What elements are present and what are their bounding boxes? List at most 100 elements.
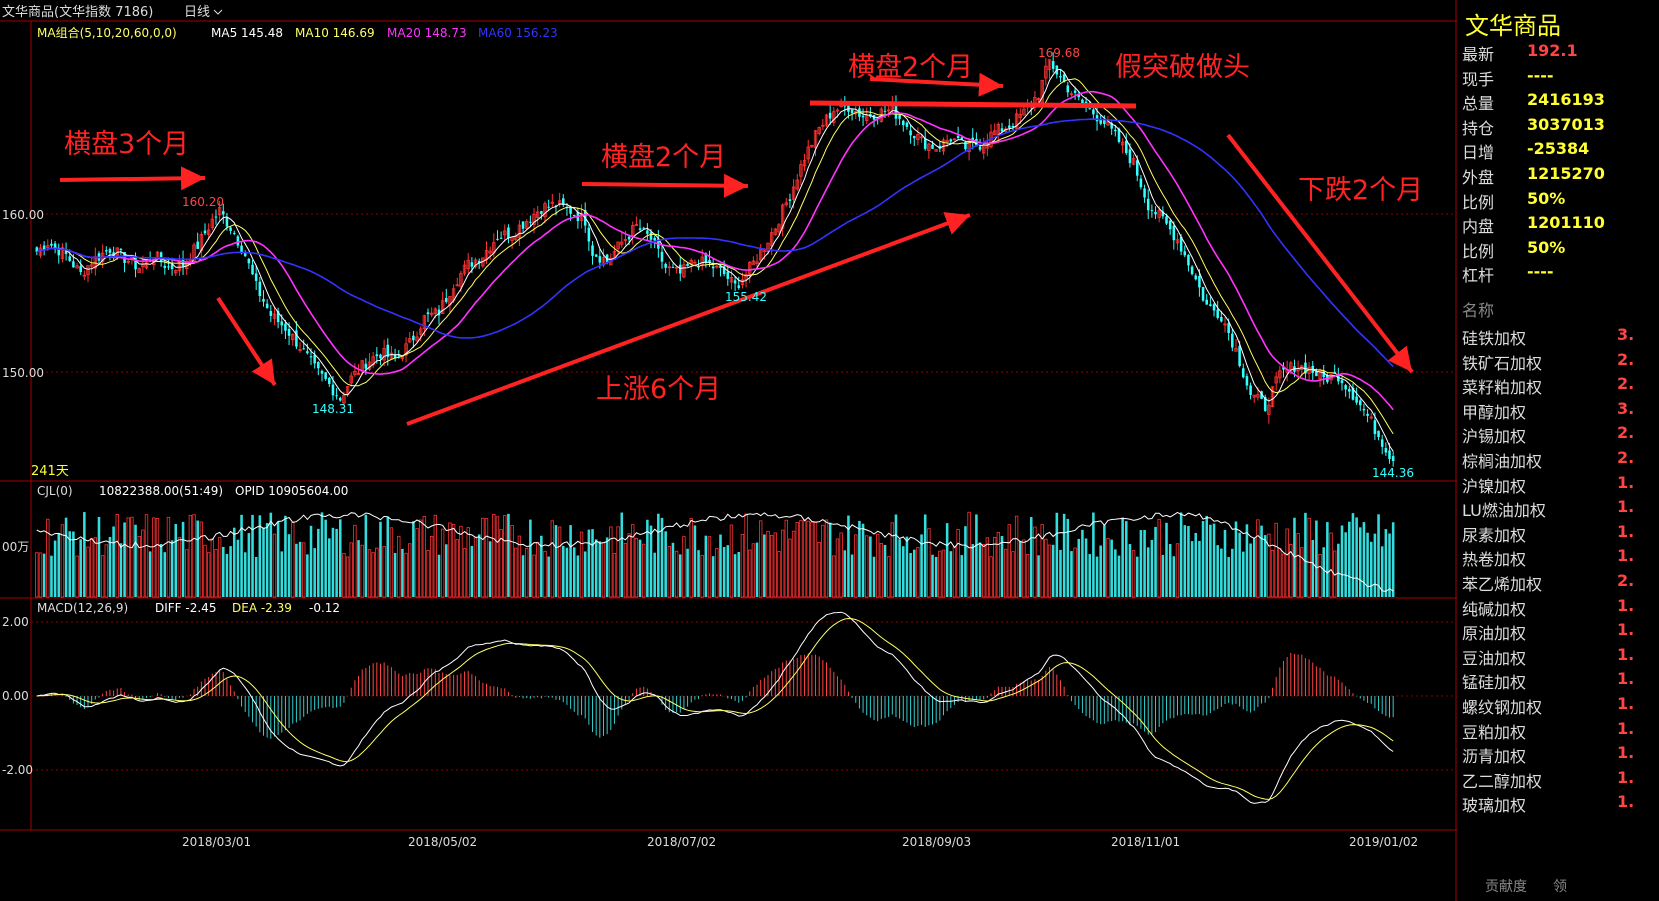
kline-chart[interactable]: 文华商品(文华指数 7186) 日线 MA组合(5,10,20,60,0,0) …	[0, 0, 1457, 901]
volume-bar	[938, 550, 942, 598]
macd-indicator-label[interactable]: MACD(12,26,9)	[37, 601, 128, 615]
contract-row[interactable]: 纯碱加权 1.	[1457, 596, 1659, 620]
candle-body	[236, 236, 240, 246]
ma-group-label[interactable]: MA组合(5,10,20,60,0,0)	[37, 25, 177, 40]
volume-bar	[689, 518, 693, 598]
candle-body	[1209, 304, 1212, 306]
contract-row[interactable]: 菜籽粕加权 2.	[1457, 374, 1659, 398]
volume-bar	[123, 522, 126, 597]
contract-row[interactable]: 螺纹钢加权 1.	[1457, 694, 1659, 718]
volume-bar	[240, 514, 243, 597]
volume-bar	[1095, 556, 1099, 597]
volume-bar	[1117, 555, 1121, 597]
contract-row[interactable]: 豆油加权 1.	[1457, 645, 1659, 669]
quote-value: 3037013	[1527, 114, 1605, 134]
volume-bar	[225, 553, 229, 597]
candle-body	[349, 375, 353, 384]
contract-row[interactable]: 原油加权 1.	[1457, 620, 1659, 644]
volume-bar	[141, 529, 145, 598]
candle-body	[1263, 397, 1267, 411]
contract-row[interactable]: 沪锡加权 2.	[1457, 423, 1659, 447]
volume-bar	[42, 553, 46, 597]
candle-body	[956, 135, 960, 139]
contract-row[interactable]: 锰硅加权 1.	[1457, 669, 1659, 693]
volume-bar	[466, 527, 470, 598]
candle-body	[909, 130, 912, 136]
contract-name: 尿素加权	[1462, 525, 1527, 545]
volume-bar	[1348, 521, 1351, 597]
quote-value: -25384	[1527, 139, 1590, 159]
volume-bar	[320, 512, 324, 597]
volume-bar	[328, 538, 331, 597]
candle-body	[455, 284, 459, 287]
candle-body	[1157, 209, 1161, 218]
contract-row[interactable]: 铁矿石加权 2.	[1457, 350, 1659, 374]
volume-bar	[861, 523, 865, 597]
contract-row[interactable]: 尿素加权 1.	[1457, 522, 1659, 546]
volume-bar	[386, 516, 390, 597]
contract-row[interactable]: 沪镍加权 1.	[1457, 473, 1659, 497]
volume-bar	[905, 536, 909, 597]
volume-bar	[1337, 543, 1340, 597]
candle-body	[992, 130, 997, 136]
contract-row[interactable]: 棕榈油加权 2.	[1457, 448, 1659, 472]
volume-bar	[686, 548, 689, 597]
contract-row[interactable]: 玻璃加权 1.	[1457, 792, 1659, 816]
contract-name: 热卷加权	[1462, 550, 1527, 570]
volume-bar	[791, 530, 796, 598]
chevron-down-icon[interactable]	[213, 9, 223, 15]
arrow-rise-6m	[406, 212, 971, 426]
volume-bar	[222, 546, 225, 597]
candle-body	[258, 281, 262, 297]
tab-lead[interactable]: 领	[1553, 879, 1567, 895]
opid-value: OPID 10905604.00	[235, 484, 348, 498]
contract-row[interactable]: 甲醇加权 3.	[1457, 399, 1659, 423]
candle-body	[949, 139, 953, 142]
candle-body	[525, 221, 529, 229]
volume-bar	[203, 544, 207, 598]
contract-row[interactable]: LU燃油加权 1.	[1457, 497, 1659, 521]
candle-body	[1051, 60, 1055, 69]
volume-bar	[1252, 538, 1256, 597]
candle-body	[802, 160, 807, 167]
contract-row[interactable]: 硅铁加权 3.	[1457, 325, 1659, 349]
candle-body	[744, 274, 748, 280]
candle-body	[1069, 93, 1074, 96]
candle-body	[462, 264, 467, 274]
candle-body	[737, 285, 741, 288]
candle-body	[934, 149, 938, 152]
high-mark-2: 169.68	[1038, 46, 1080, 60]
tab-contribution[interactable]: 贡献度	[1485, 879, 1527, 895]
volume-bar	[579, 531, 584, 598]
x-tick: 2019/01/02	[1349, 835, 1418, 849]
candle-body	[620, 241, 624, 245]
contract-value: 1.	[1617, 595, 1635, 615]
candle-body	[225, 217, 229, 227]
contract-row[interactable]: 沥青加权 1.	[1457, 743, 1659, 767]
contract-row[interactable]: 豆粕加权 1.	[1457, 719, 1659, 743]
contract-row[interactable]: 热卷加权 1.	[1457, 546, 1659, 570]
volume-bar	[1077, 538, 1081, 597]
candle-body	[276, 311, 280, 323]
volume-bar	[1062, 513, 1066, 597]
candle-body	[240, 245, 243, 254]
candle-body	[429, 312, 434, 316]
volume-value: 10822388.00(51:49)	[99, 484, 223, 498]
quote-value: 1215270	[1527, 164, 1605, 183]
volume-bar	[1304, 512, 1307, 597]
volume-bar	[437, 554, 441, 597]
candle-body	[1183, 251, 1187, 256]
period-selector[interactable]: 日线	[184, 5, 210, 20]
contract-name: 硅铁加权	[1462, 329, 1527, 348]
volume-indicator-label[interactable]: CJL(0)	[37, 484, 73, 498]
volume-bar	[1234, 521, 1238, 597]
candle-body	[356, 372, 361, 375]
contract-row[interactable]: 苯乙烯加权 2.	[1457, 571, 1659, 595]
contract-row[interactable]: 乙二醇加权 1.	[1457, 768, 1659, 792]
ma10-line	[36, 78, 1394, 435]
volume-bar	[810, 521, 814, 598]
volume-bar	[813, 521, 818, 598]
volume-bar	[1084, 538, 1088, 597]
candle-body	[1135, 160, 1139, 176]
volume-bar	[426, 549, 430, 598]
